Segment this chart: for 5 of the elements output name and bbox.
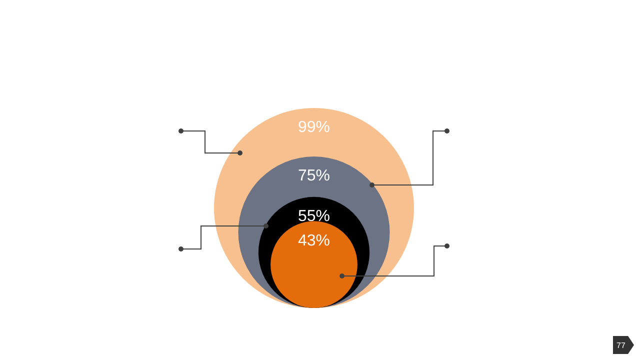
data-label: 43% xyxy=(298,232,330,250)
data-label: 99% xyxy=(298,119,330,136)
data-label: 55% xyxy=(298,208,330,226)
text: 77 xyxy=(616,341,626,350)
data-label: 75% xyxy=(298,168,330,185)
